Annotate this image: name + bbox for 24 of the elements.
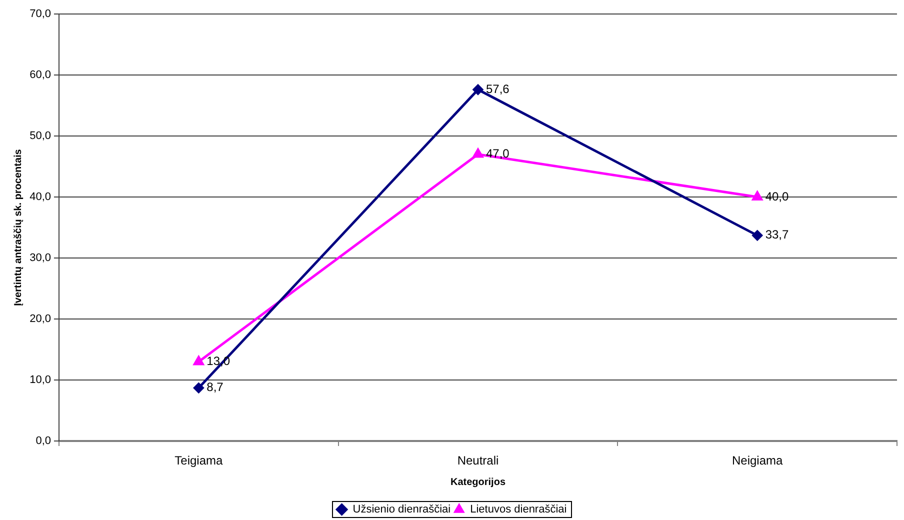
y-tick-label: 20,0: [30, 313, 51, 326]
y-tick-label: 60,0: [30, 69, 51, 82]
x-tick-label: Neutrali: [457, 454, 499, 468]
y-tick-label: 70,0: [30, 8, 51, 20]
point: [193, 382, 204, 394]
x-tick-label: Neigiama: [732, 454, 783, 468]
point: [472, 148, 484, 158]
point: [752, 190, 764, 200]
y-tick-label: 10,0: [30, 374, 51, 386]
point: [472, 84, 484, 96]
legend-label: Lietuvos dienraščiai: [470, 504, 567, 516]
data-label: 8,7: [206, 380, 224, 394]
data-label: 33,7: [765, 228, 790, 242]
y-tick-label: 40,0: [30, 191, 51, 204]
legend-label: Užsienio dienraščiai: [352, 504, 451, 516]
point: [192, 355, 204, 366]
data-label: 57,6: [486, 82, 510, 96]
y-tick-label: 0,0: [36, 435, 51, 448]
y-tick-label: 50,0: [30, 130, 51, 142]
y-axis-title: Įvertintų antraščių sk. procentais: [12, 148, 24, 306]
x-axis-title: Kategorijos: [450, 476, 506, 488]
x-tick-label: Teigiama: [174, 454, 223, 468]
point: [752, 230, 763, 241]
y-tick-label: 30,0: [30, 252, 51, 264]
